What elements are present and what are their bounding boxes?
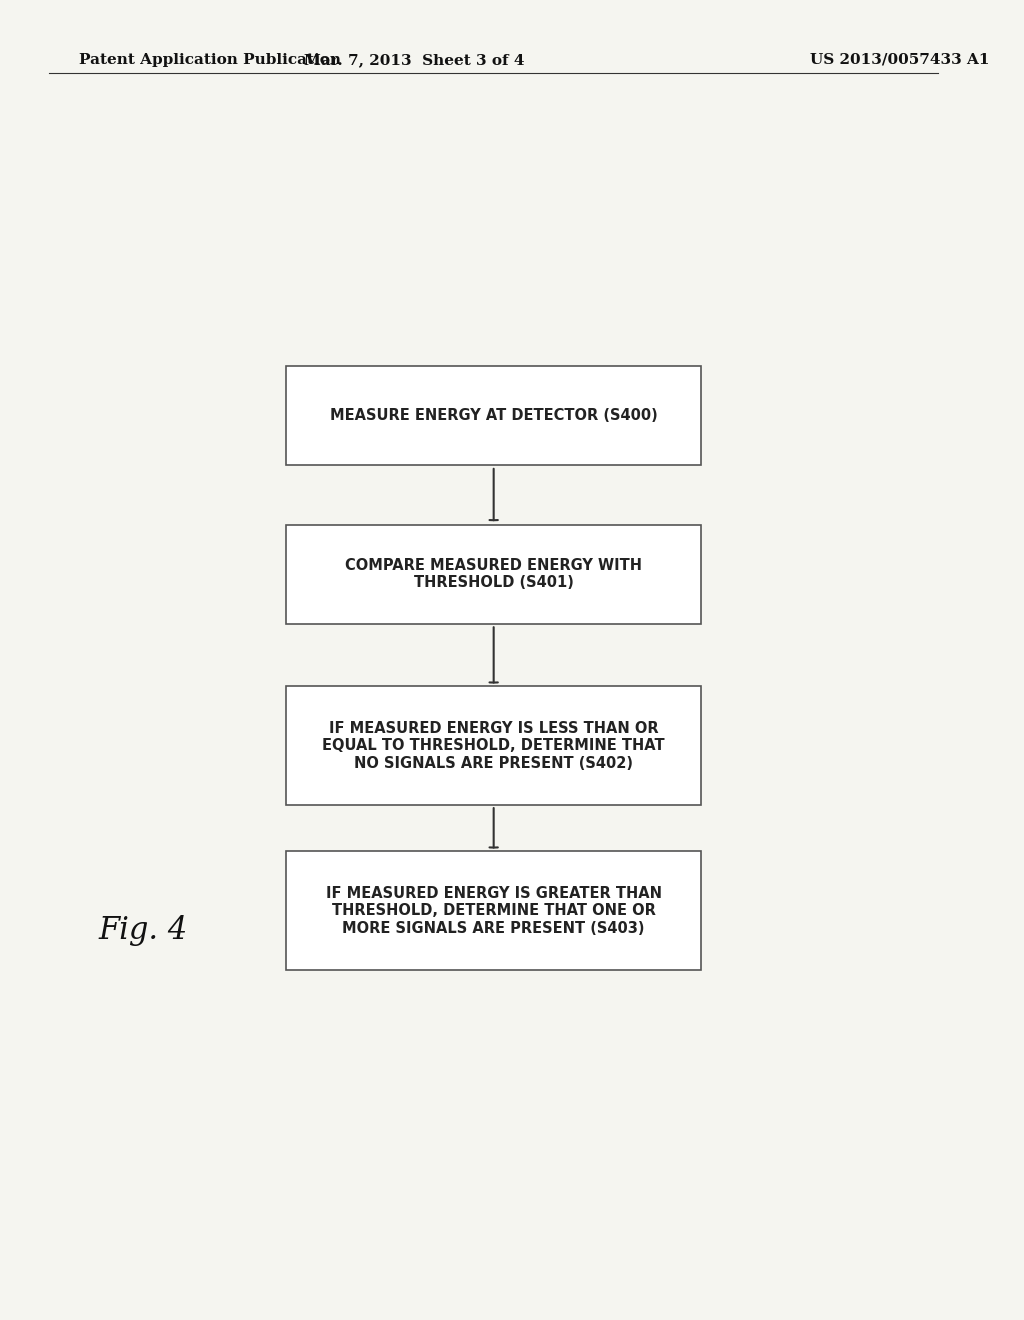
Text: Fig. 4: Fig. 4 [98,915,188,946]
Text: IF MEASURED ENERGY IS GREATER THAN
THRESHOLD, DETERMINE THAT ONE OR
MORE SIGNALS: IF MEASURED ENERGY IS GREATER THAN THRES… [326,886,662,936]
Text: COMPARE MEASURED ENERGY WITH
THRESHOLD (S401): COMPARE MEASURED ENERGY WITH THRESHOLD (… [345,558,642,590]
Text: IF MEASURED ENERGY IS LESS THAN OR
EQUAL TO THRESHOLD, DETERMINE THAT
NO SIGNALS: IF MEASURED ENERGY IS LESS THAN OR EQUAL… [323,721,665,771]
FancyBboxPatch shape [287,851,701,970]
Text: US 2013/0057433 A1: US 2013/0057433 A1 [810,53,989,67]
Text: Patent Application Publication: Patent Application Publication [79,53,341,67]
FancyBboxPatch shape [287,366,701,465]
Text: MEASURE ENERGY AT DETECTOR (S400): MEASURE ENERGY AT DETECTOR (S400) [330,408,657,424]
Text: Mar. 7, 2013  Sheet 3 of 4: Mar. 7, 2013 Sheet 3 of 4 [304,53,525,67]
FancyBboxPatch shape [287,525,701,624]
FancyBboxPatch shape [287,686,701,805]
